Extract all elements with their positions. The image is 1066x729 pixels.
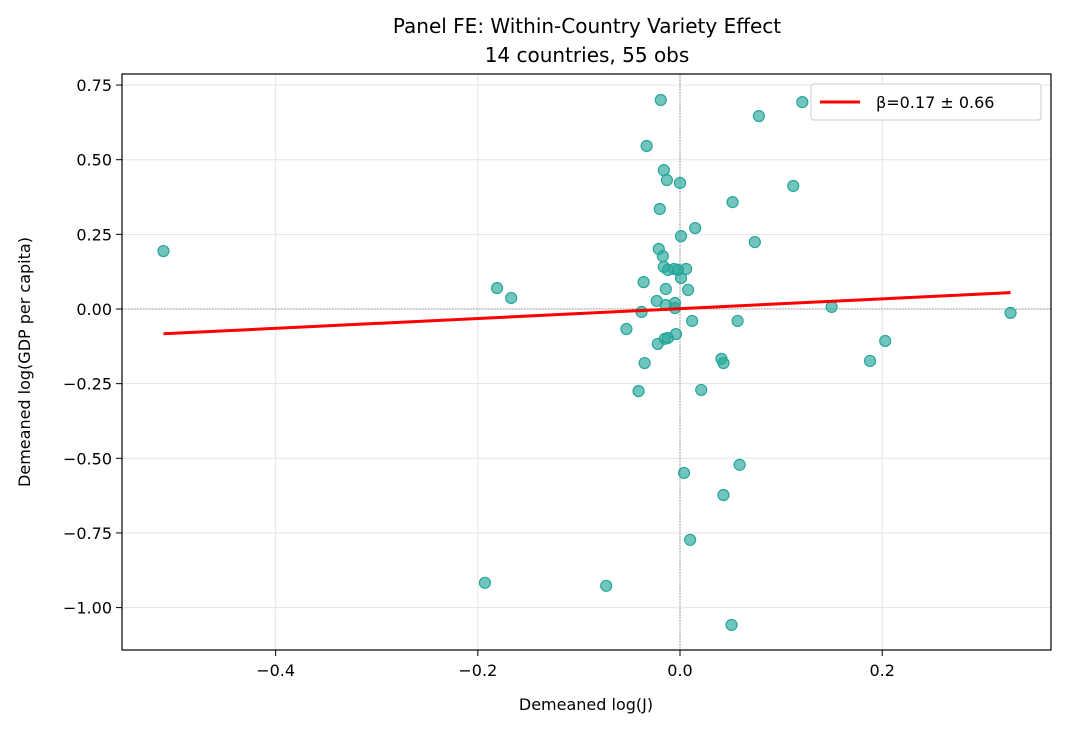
chart-title: Panel FE: Within-Country Variety Effect	[393, 14, 781, 38]
data-point	[787, 179, 800, 193]
data-point	[1004, 306, 1017, 319]
data-point	[157, 244, 170, 258]
grid	[122, 74, 1051, 650]
legend: β=0.17 ± 0.66	[810, 83, 1042, 121]
x-tick-label: −0.4	[256, 661, 295, 680]
data-point	[686, 314, 699, 328]
data-point	[638, 356, 651, 370]
data-point	[632, 385, 645, 398]
data-point	[717, 356, 730, 370]
data-point	[695, 383, 708, 397]
data-point	[681, 283, 695, 296]
data-point	[825, 300, 838, 314]
x-axis-label: Demeaned log(J)	[519, 695, 653, 714]
y-tick-label: 0.50	[76, 151, 112, 170]
data-point	[725, 618, 738, 632]
y-tick-label: 0.75	[76, 76, 112, 95]
data-point	[684, 533, 697, 546]
data-point	[879, 334, 892, 348]
data-point	[661, 263, 674, 276]
data-point	[674, 230, 688, 243]
data-point	[505, 291, 518, 305]
y-tick-label: −1.00	[63, 599, 112, 618]
data-point	[490, 281, 504, 295]
reference-lines	[122, 74, 1051, 650]
data-point	[651, 337, 664, 351]
x-tick-label: −0.2	[458, 661, 497, 680]
data-point	[660, 173, 673, 187]
data-point	[620, 322, 633, 336]
data-point	[677, 466, 691, 480]
data-point	[726, 195, 739, 209]
y-tick-label: 0.00	[76, 300, 112, 319]
y-tick-label: −0.75	[63, 524, 112, 543]
y-axis-label: Demeaned log(GDP per capita)	[15, 237, 34, 487]
data-point	[689, 221, 702, 235]
ticks: −0.4 −0.2 0.0 0.2 0.75 0.50 0.25 0.00 −0.25 −0.50…	[63, 76, 895, 680]
data-point	[674, 271, 688, 285]
x-tick-label: 0.0	[667, 661, 692, 680]
data-point	[733, 458, 746, 471]
x-tick-label: 0.2	[869, 661, 894, 680]
legend-box	[810, 83, 1042, 121]
data-point	[863, 354, 877, 368]
y-tick-label: 0.25	[76, 225, 112, 244]
data-point	[679, 262, 693, 276]
fit-line	[163, 291, 1011, 336]
data-point	[717, 488, 730, 502]
data-point	[673, 176, 687, 190]
data-point	[653, 202, 666, 216]
y-tick-label: −0.25	[63, 375, 112, 394]
data-point	[600, 579, 613, 592]
data-point	[731, 314, 744, 328]
data-point	[748, 236, 761, 249]
data-point	[478, 576, 492, 589]
data-point	[796, 95, 809, 109]
data-point	[752, 110, 765, 123]
y-tick-label: −0.50	[63, 449, 112, 468]
data-point	[654, 93, 667, 107]
chart-subtitle: 14 countries, 55 obs	[485, 43, 690, 67]
data-point	[659, 282, 672, 296]
plot-frame	[121, 73, 1052, 651]
points	[157, 93, 1017, 632]
data-point	[637, 276, 650, 289]
data-point	[656, 250, 669, 263]
legend-label: β=0.17 ± 0.66	[876, 93, 994, 112]
data-point	[640, 139, 653, 153]
